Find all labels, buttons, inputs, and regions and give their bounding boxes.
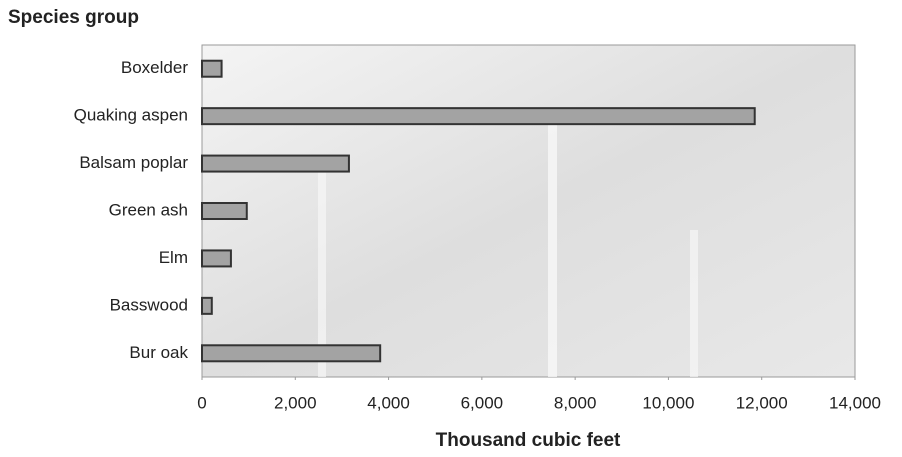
bar bbox=[202, 61, 222, 77]
bar bbox=[202, 345, 380, 361]
x-tick-label: 0 bbox=[197, 393, 206, 412]
x-tick-label: 8,000 bbox=[554, 393, 597, 412]
bar bbox=[202, 250, 231, 266]
chart: Species group Thousand cubic feet 0 2,000… bbox=[0, 0, 902, 457]
y-tick-label: Elm bbox=[159, 248, 188, 267]
y-tick-label: Boxelder bbox=[121, 58, 188, 77]
background-trunk bbox=[690, 230, 698, 377]
bar bbox=[202, 298, 212, 314]
y-tick-label: Bur oak bbox=[129, 343, 188, 362]
plot-area bbox=[202, 45, 855, 377]
x-tick-label: 14,000 bbox=[829, 393, 881, 412]
x-tick-label: 10,000 bbox=[642, 393, 694, 412]
y-tick-label: Balsam poplar bbox=[79, 153, 188, 172]
background-trunk bbox=[548, 120, 557, 377]
x-tick-label: 2,000 bbox=[274, 393, 317, 412]
x-tick-label: 12,000 bbox=[736, 393, 788, 412]
bar bbox=[202, 156, 349, 172]
y-tick-label: Basswood bbox=[110, 295, 188, 314]
x-tick-label: 6,000 bbox=[461, 393, 504, 412]
bar bbox=[202, 203, 247, 219]
bar bbox=[202, 108, 755, 124]
x-tick-label: 4,000 bbox=[367, 393, 410, 412]
x-axis-label: Thousand cubic feet bbox=[436, 430, 621, 451]
chart-title: Species group bbox=[8, 7, 139, 28]
y-tick-label: Quaking aspen bbox=[74, 106, 188, 125]
y-tick-label: Green ash bbox=[109, 200, 188, 219]
